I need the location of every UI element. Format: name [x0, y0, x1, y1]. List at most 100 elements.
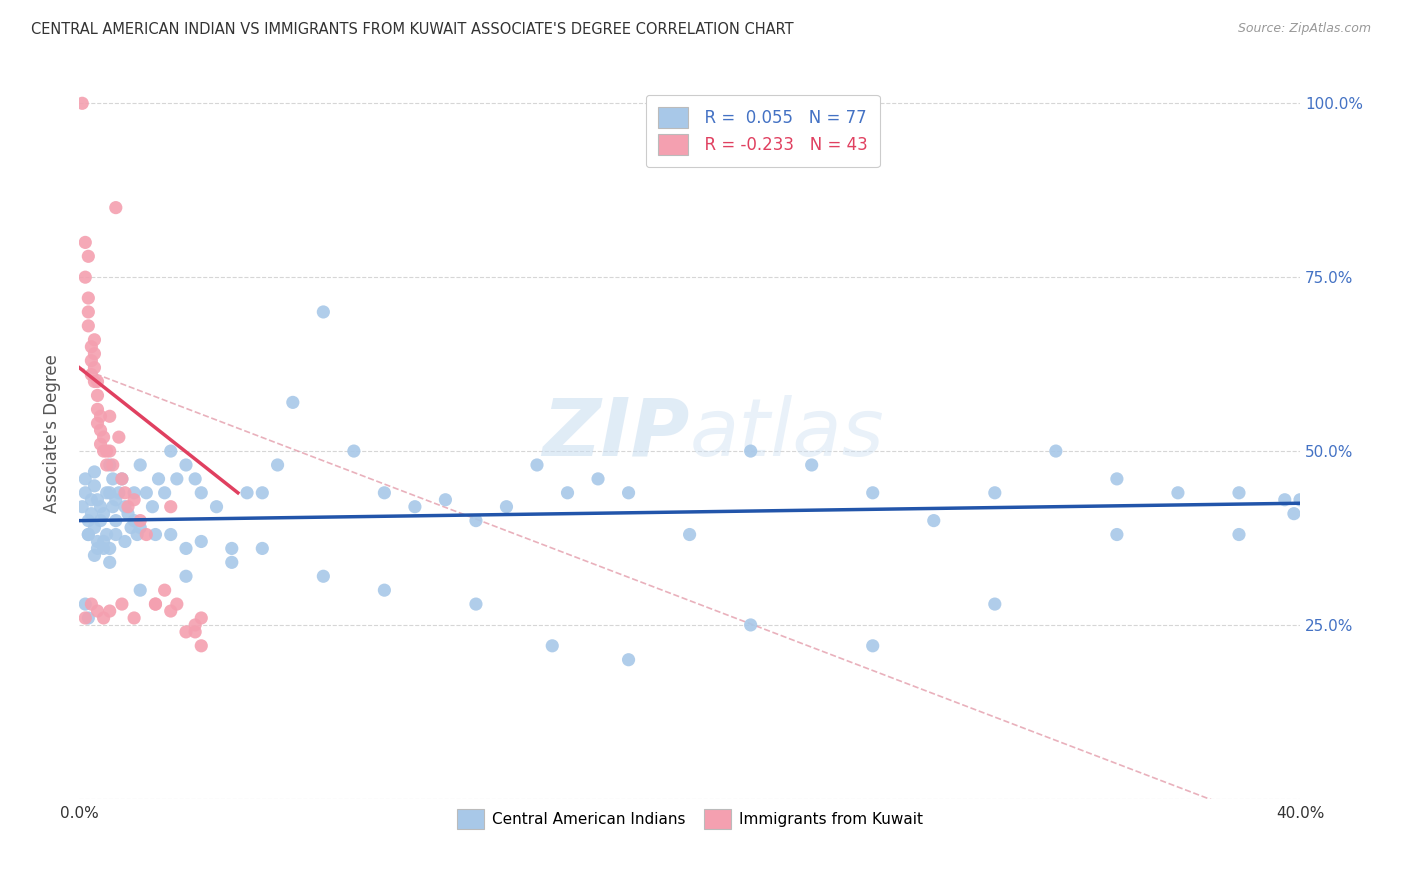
Point: [740, 444, 762, 458]
Point: [617, 653, 640, 667]
Point: [93, 430, 115, 444]
Point: [1227, 485, 1250, 500]
Point: [101, 472, 124, 486]
Point: [80, 597, 103, 611]
Point: [541, 639, 564, 653]
Point: [75, 597, 97, 611]
Point: [75, 270, 97, 285]
Point: [184, 618, 207, 632]
Point: [101, 458, 124, 472]
Point: [86, 416, 108, 430]
Point: [129, 520, 152, 534]
Point: [114, 534, 136, 549]
Point: [617, 485, 640, 500]
Point: [108, 485, 131, 500]
Point: [114, 485, 136, 500]
Point: [96, 444, 118, 458]
Point: [80, 492, 103, 507]
Point: [83, 465, 105, 479]
Point: [135, 485, 157, 500]
Point: [862, 639, 884, 653]
Point: [90, 437, 112, 451]
Point: [312, 305, 335, 319]
Point: [1274, 492, 1296, 507]
Point: [373, 485, 395, 500]
Point: [80, 340, 103, 354]
Point: [1045, 444, 1067, 458]
Point: [495, 500, 517, 514]
Point: [86, 388, 108, 402]
Point: [83, 520, 105, 534]
Point: [93, 541, 115, 556]
Point: [122, 485, 145, 500]
Point: [77, 318, 100, 333]
Point: [98, 458, 121, 472]
Point: [205, 500, 228, 514]
Point: [190, 534, 212, 549]
Point: [145, 527, 167, 541]
Point: [114, 500, 136, 514]
Point: [75, 472, 97, 486]
Point: [159, 527, 181, 541]
Point: [104, 527, 127, 541]
Point: [984, 597, 1007, 611]
Point: [312, 569, 335, 583]
Point: [190, 485, 212, 500]
Point: [111, 472, 134, 486]
Point: [77, 611, 100, 625]
Legend: Central American Indians, Immigrants from Kuwait: Central American Indians, Immigrants fro…: [450, 803, 929, 835]
Point: [862, 485, 884, 500]
Point: [174, 458, 197, 472]
Point: [343, 444, 366, 458]
Text: atlas: atlas: [689, 394, 884, 473]
Point: [122, 514, 145, 528]
Point: [120, 520, 142, 534]
Point: [86, 402, 108, 417]
Point: [153, 485, 176, 500]
Point: [159, 500, 181, 514]
Point: [153, 583, 176, 598]
Point: [98, 444, 121, 458]
Point: [83, 360, 105, 375]
Point: [166, 597, 188, 611]
Point: [93, 507, 115, 521]
Point: [83, 347, 105, 361]
Point: [70, 96, 93, 111]
Point: [252, 541, 274, 556]
Point: [236, 485, 259, 500]
Point: [104, 514, 127, 528]
Point: [141, 500, 163, 514]
Text: Source: ZipAtlas.com: Source: ZipAtlas.com: [1237, 22, 1371, 36]
Point: [108, 430, 131, 444]
Point: [70, 500, 93, 514]
Point: [800, 458, 823, 472]
Point: [96, 527, 118, 541]
Point: [77, 305, 100, 319]
Point: [190, 639, 212, 653]
Point: [90, 514, 112, 528]
Point: [117, 500, 139, 514]
Point: [101, 500, 124, 514]
Point: [373, 583, 395, 598]
Point: [135, 527, 157, 541]
Point: [77, 291, 100, 305]
Point: [122, 611, 145, 625]
Point: [77, 249, 100, 263]
Point: [77, 527, 100, 541]
Point: [1105, 472, 1128, 486]
Point: [465, 514, 488, 528]
Point: [129, 583, 152, 598]
Point: [117, 507, 139, 521]
Point: [93, 444, 115, 458]
Point: [586, 472, 609, 486]
Point: [740, 618, 762, 632]
Point: [404, 500, 426, 514]
Point: [221, 555, 243, 569]
Point: [221, 541, 243, 556]
Point: [90, 423, 112, 437]
Point: [111, 597, 134, 611]
Point: [266, 458, 288, 472]
Point: [1105, 527, 1128, 541]
Point: [80, 353, 103, 368]
Point: [93, 611, 115, 625]
